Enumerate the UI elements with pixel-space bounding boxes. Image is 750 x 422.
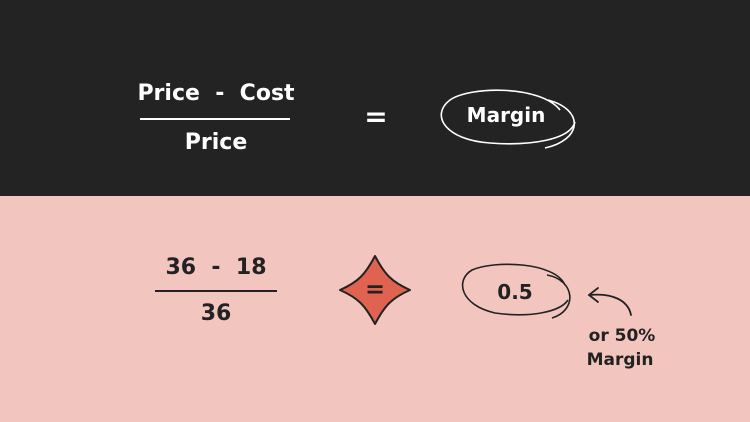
note-line-1: or 50% bbox=[588, 326, 656, 346]
example-denominator: 36 bbox=[200, 301, 232, 326]
margin-circle-icon bbox=[440, 89, 576, 149]
formula-panel bbox=[0, 0, 750, 196]
equals-star-icon bbox=[339, 255, 411, 325]
formula-equals: = bbox=[364, 100, 388, 133]
result-circle-icon bbox=[461, 263, 571, 319]
example-result: 0.5 bbox=[497, 280, 533, 304]
formula-numerator: Price - Cost bbox=[137, 81, 295, 106]
formula-denominator: Price bbox=[184, 130, 248, 155]
formula-result: Margin bbox=[466, 103, 546, 127]
example-numerator: 36 - 18 bbox=[165, 255, 267, 280]
arrow-icon bbox=[587, 287, 632, 316]
note-line-2: Margin bbox=[586, 350, 654, 370]
example-equals: = bbox=[364, 275, 386, 303]
